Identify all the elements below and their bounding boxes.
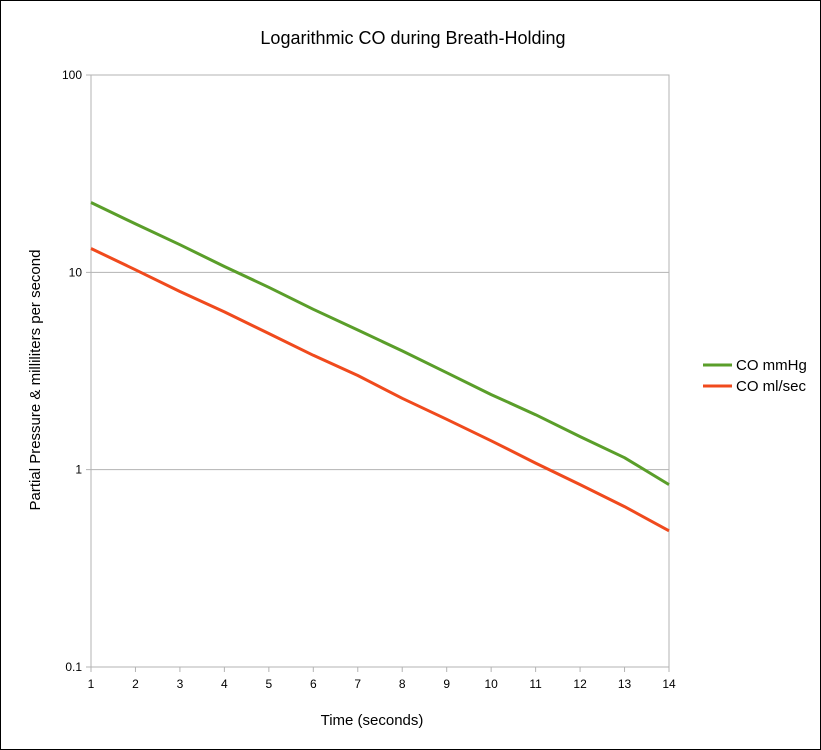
x-tick-label: 6 <box>310 677 317 691</box>
x-axis-label: Time (seconds) <box>321 712 424 729</box>
x-tick-label: 3 <box>177 677 184 691</box>
y-tick-label: 1 <box>75 463 82 477</box>
x-tick-label: 11 <box>529 677 542 691</box>
x-tick-label: 13 <box>618 677 632 691</box>
y-tick-label: 10 <box>69 265 83 279</box>
legend: CO mmHg CO ml/sec <box>703 357 807 395</box>
x-tick-label: 1 <box>88 677 95 691</box>
y-tick-label: 100 <box>62 68 82 82</box>
x-tick-label: 5 <box>266 677 273 691</box>
x-tick-label: 14 <box>662 677 676 691</box>
x-tick-label: 7 <box>354 677 361 691</box>
x-tick-label: 9 <box>443 677 450 691</box>
legend-label-2: CO ml/sec <box>736 378 807 395</box>
x-tick-label: 4 <box>221 677 228 691</box>
series-line-1 <box>90 201 670 486</box>
x-tick-label: 12 <box>573 677 587 691</box>
y-axis-label: Partial Pressure & milliliters per secon… <box>27 250 44 511</box>
x-tick-label: 10 <box>484 677 498 691</box>
plot-border <box>90 74 670 668</box>
y-tick-label: 0.1 <box>65 660 82 674</box>
legend-label-1: CO mmHg <box>736 357 807 374</box>
chart-title: Logarithmic CO during Breath-Holding <box>260 28 565 48</box>
x-tick-label: 2 <box>132 677 139 691</box>
x-tick-label: 8 <box>399 677 406 691</box>
series-line-2 <box>90 247 670 533</box>
